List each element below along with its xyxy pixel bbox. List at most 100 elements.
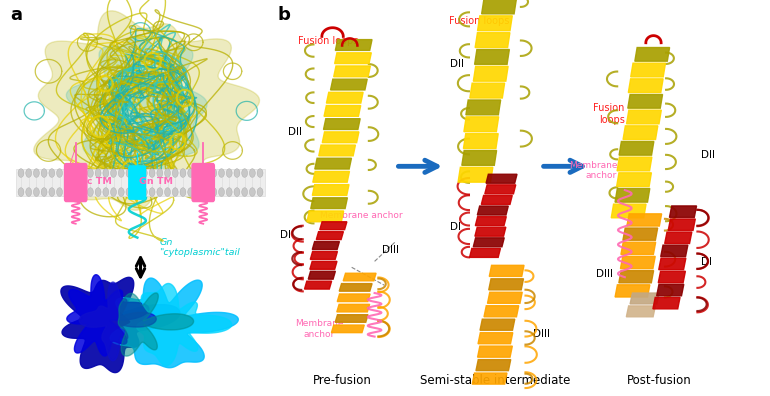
Polygon shape [621, 242, 656, 254]
Polygon shape [615, 285, 650, 297]
Polygon shape [476, 360, 511, 371]
Polygon shape [310, 251, 337, 259]
Circle shape [157, 188, 162, 196]
Polygon shape [623, 228, 658, 240]
Polygon shape [304, 281, 332, 289]
Polygon shape [619, 270, 654, 283]
Circle shape [257, 169, 263, 177]
Circle shape [219, 169, 224, 177]
Polygon shape [475, 217, 507, 226]
Polygon shape [474, 66, 508, 81]
Polygon shape [330, 79, 367, 90]
Polygon shape [478, 333, 513, 344]
Polygon shape [462, 150, 497, 165]
Polygon shape [665, 232, 691, 244]
Circle shape [119, 169, 124, 177]
Polygon shape [489, 265, 524, 276]
Polygon shape [474, 238, 504, 247]
Circle shape [18, 188, 24, 196]
Circle shape [257, 188, 263, 196]
Polygon shape [464, 117, 499, 131]
Text: Gn
"cytoplasmic"tail: Gn "cytoplasmic"tail [159, 238, 240, 257]
Circle shape [226, 169, 232, 177]
FancyBboxPatch shape [65, 164, 87, 202]
Text: Fusion loops: Fusion loops [450, 16, 510, 26]
Polygon shape [627, 214, 661, 226]
FancyBboxPatch shape [129, 166, 146, 199]
Polygon shape [617, 157, 652, 171]
Polygon shape [340, 284, 372, 291]
Circle shape [95, 188, 101, 196]
Polygon shape [634, 48, 670, 61]
Circle shape [103, 169, 109, 177]
Circle shape [196, 188, 201, 196]
Circle shape [249, 169, 256, 177]
Circle shape [80, 188, 85, 196]
Circle shape [234, 188, 239, 196]
Circle shape [242, 188, 248, 196]
Polygon shape [615, 188, 650, 202]
Polygon shape [308, 271, 336, 279]
Circle shape [180, 188, 186, 196]
Polygon shape [66, 35, 207, 189]
Circle shape [165, 169, 170, 177]
Polygon shape [623, 126, 658, 139]
Polygon shape [110, 278, 239, 368]
Polygon shape [137, 284, 232, 366]
Circle shape [25, 169, 32, 177]
Text: Gc TM: Gc TM [79, 177, 112, 186]
Text: a: a [10, 6, 22, 24]
FancyBboxPatch shape [192, 164, 214, 202]
Circle shape [211, 188, 216, 196]
Circle shape [134, 169, 139, 177]
Text: DI: DI [450, 222, 460, 232]
Text: DII: DII [450, 59, 464, 69]
Circle shape [211, 169, 216, 177]
Polygon shape [307, 211, 343, 222]
Polygon shape [34, 11, 259, 210]
Polygon shape [475, 32, 510, 48]
Polygon shape [477, 346, 512, 357]
Polygon shape [481, 195, 512, 204]
Polygon shape [668, 219, 695, 230]
Text: Fusion
loops: Fusion loops [594, 103, 624, 125]
Polygon shape [319, 145, 356, 156]
Text: DI: DI [701, 257, 712, 267]
Text: DII: DII [288, 127, 302, 137]
Polygon shape [480, 319, 515, 330]
Circle shape [111, 188, 116, 196]
Circle shape [219, 188, 224, 196]
Text: Pre-fusion: Pre-fusion [313, 374, 372, 387]
Circle shape [157, 169, 162, 177]
Text: Membrane
anchor: Membrane anchor [569, 161, 618, 180]
Circle shape [88, 169, 93, 177]
Circle shape [49, 188, 55, 196]
Polygon shape [313, 185, 349, 195]
Circle shape [142, 169, 147, 177]
Polygon shape [466, 100, 500, 115]
Polygon shape [119, 293, 193, 356]
Polygon shape [323, 132, 359, 143]
Polygon shape [626, 306, 655, 317]
Circle shape [126, 188, 132, 196]
Polygon shape [67, 275, 149, 356]
Circle shape [95, 169, 101, 177]
Polygon shape [658, 271, 685, 283]
Polygon shape [458, 167, 493, 182]
Polygon shape [336, 40, 372, 50]
Circle shape [42, 169, 47, 177]
Circle shape [25, 188, 32, 196]
Text: Membrane
anchor: Membrane anchor [295, 319, 343, 339]
Circle shape [149, 169, 155, 177]
Circle shape [196, 169, 201, 177]
Circle shape [72, 169, 78, 177]
Polygon shape [489, 279, 524, 290]
Polygon shape [313, 171, 350, 182]
Circle shape [203, 169, 209, 177]
Circle shape [119, 188, 124, 196]
Polygon shape [324, 105, 360, 116]
Polygon shape [477, 206, 508, 215]
Polygon shape [343, 273, 376, 281]
Polygon shape [470, 83, 504, 98]
Text: Membrane anchor: Membrane anchor [320, 211, 403, 220]
